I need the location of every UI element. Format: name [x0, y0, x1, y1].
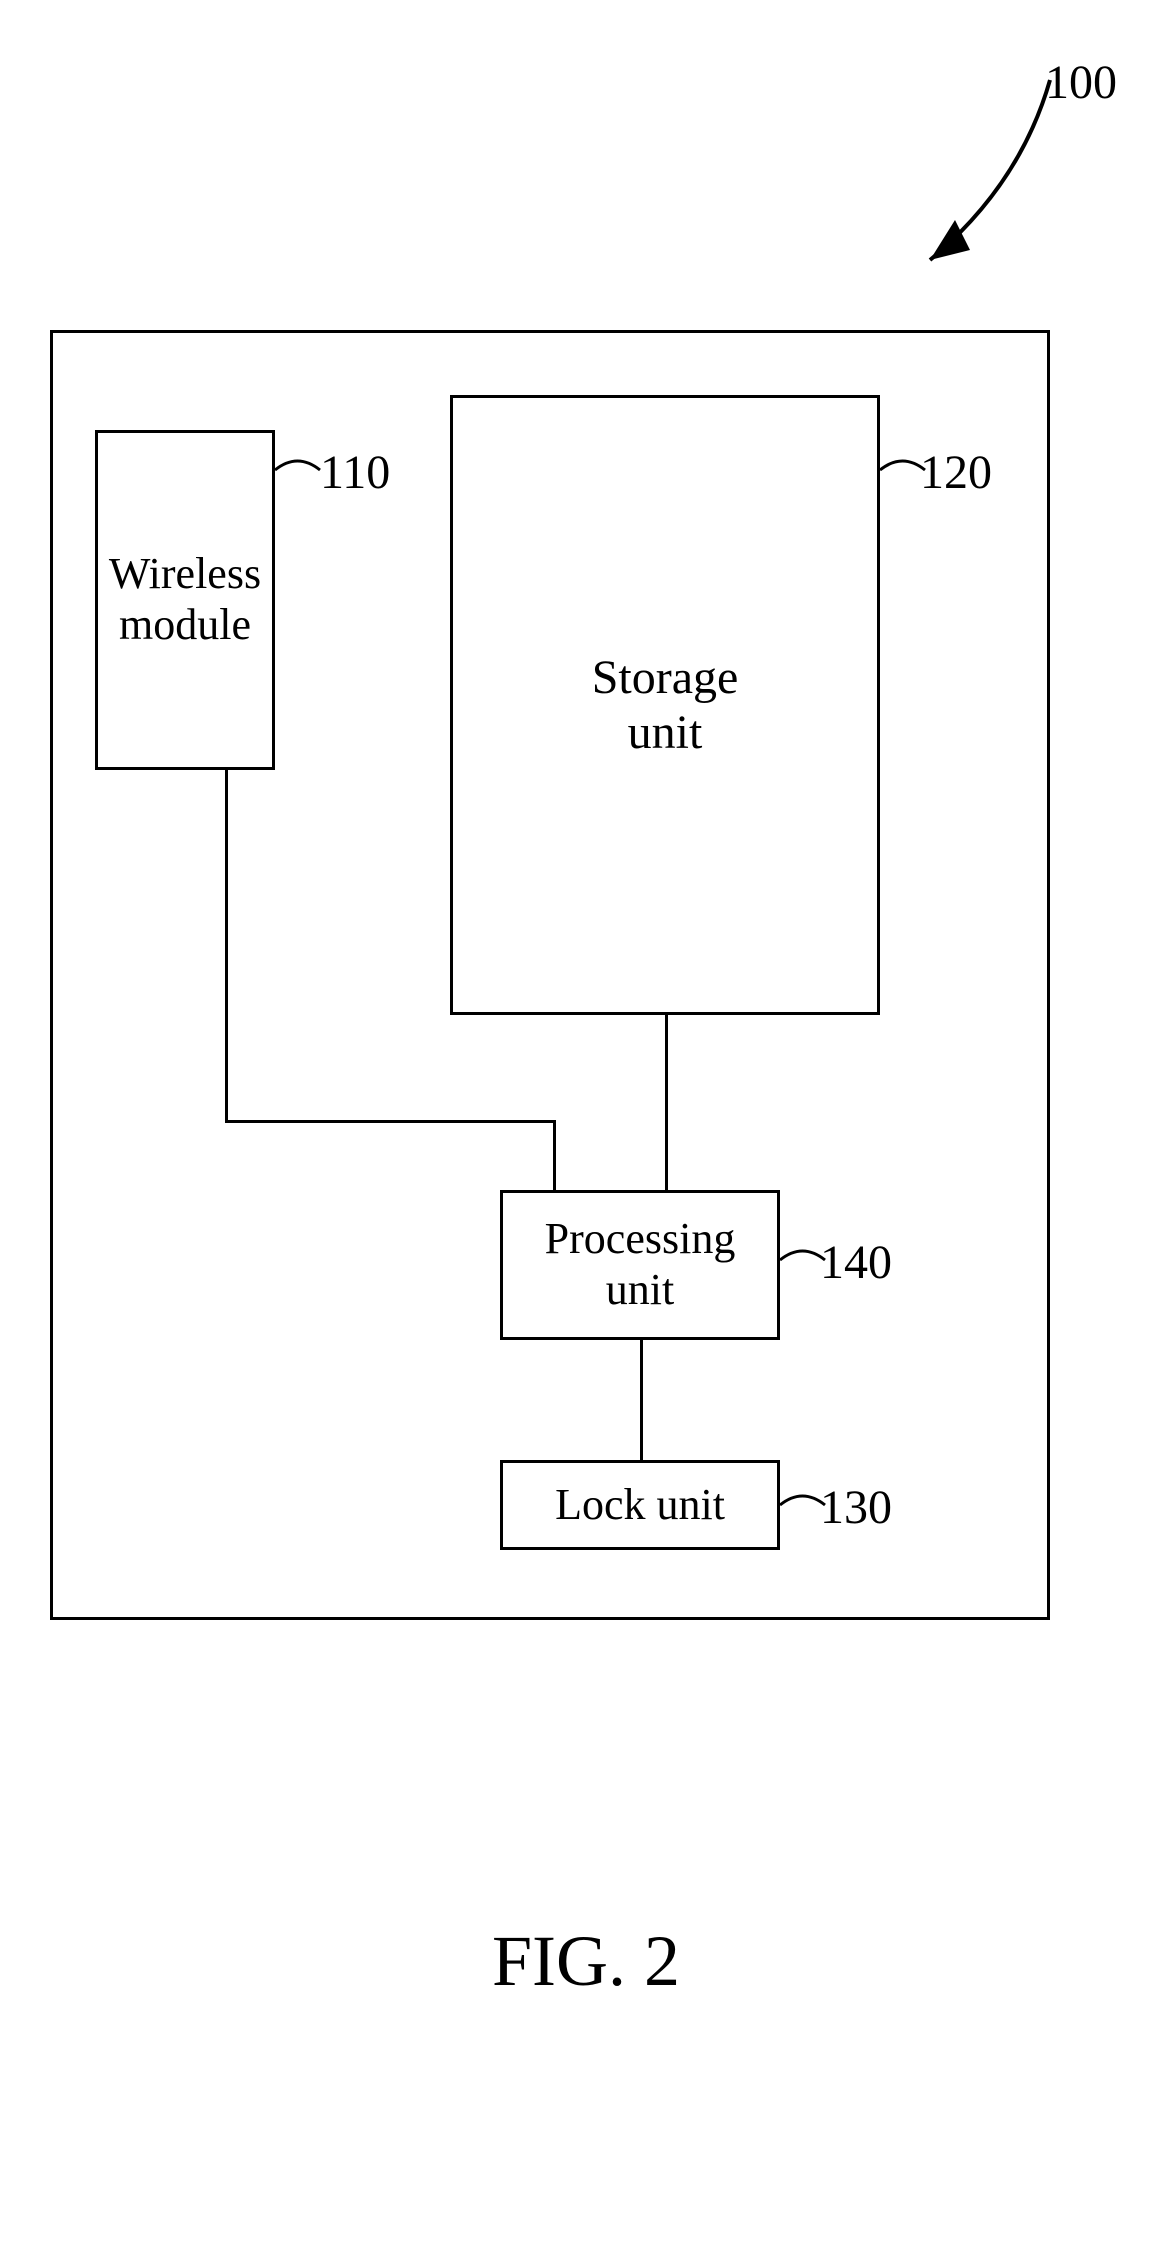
figure-caption: FIG. 2 — [0, 1920, 1172, 2003]
ref-130: 130 — [820, 1480, 892, 1535]
processing-unit-block: Processing unit — [500, 1190, 780, 1340]
conn-wireless-proc-v2 — [553, 1120, 556, 1190]
processing-unit-text: Processing unit — [545, 1214, 736, 1315]
conn-proc-lock — [640, 1340, 643, 1460]
wireless-module-text: Wireless module — [109, 549, 261, 650]
lock-unit-block: Lock unit — [500, 1460, 780, 1550]
ref-110: 110 — [320, 445, 390, 500]
wireless-module-block: Wireless module — [95, 430, 275, 770]
storage-unit-block: Storage unit — [450, 395, 880, 1015]
figure-stage: 100 Wireless module 110 Storage unit 120… — [0, 0, 1172, 2250]
conn-wireless-proc-h1 — [225, 1120, 555, 1123]
ref-120: 120 — [920, 445, 992, 500]
conn-storage-proc — [665, 1015, 668, 1190]
lock-unit-text: Lock unit — [555, 1480, 725, 1531]
conn-wireless-proc-v1 — [225, 770, 228, 1120]
ref-140: 140 — [820, 1235, 892, 1290]
storage-unit-text: Storage unit — [592, 650, 739, 760]
top-ref-label: 100 — [1045, 55, 1117, 110]
